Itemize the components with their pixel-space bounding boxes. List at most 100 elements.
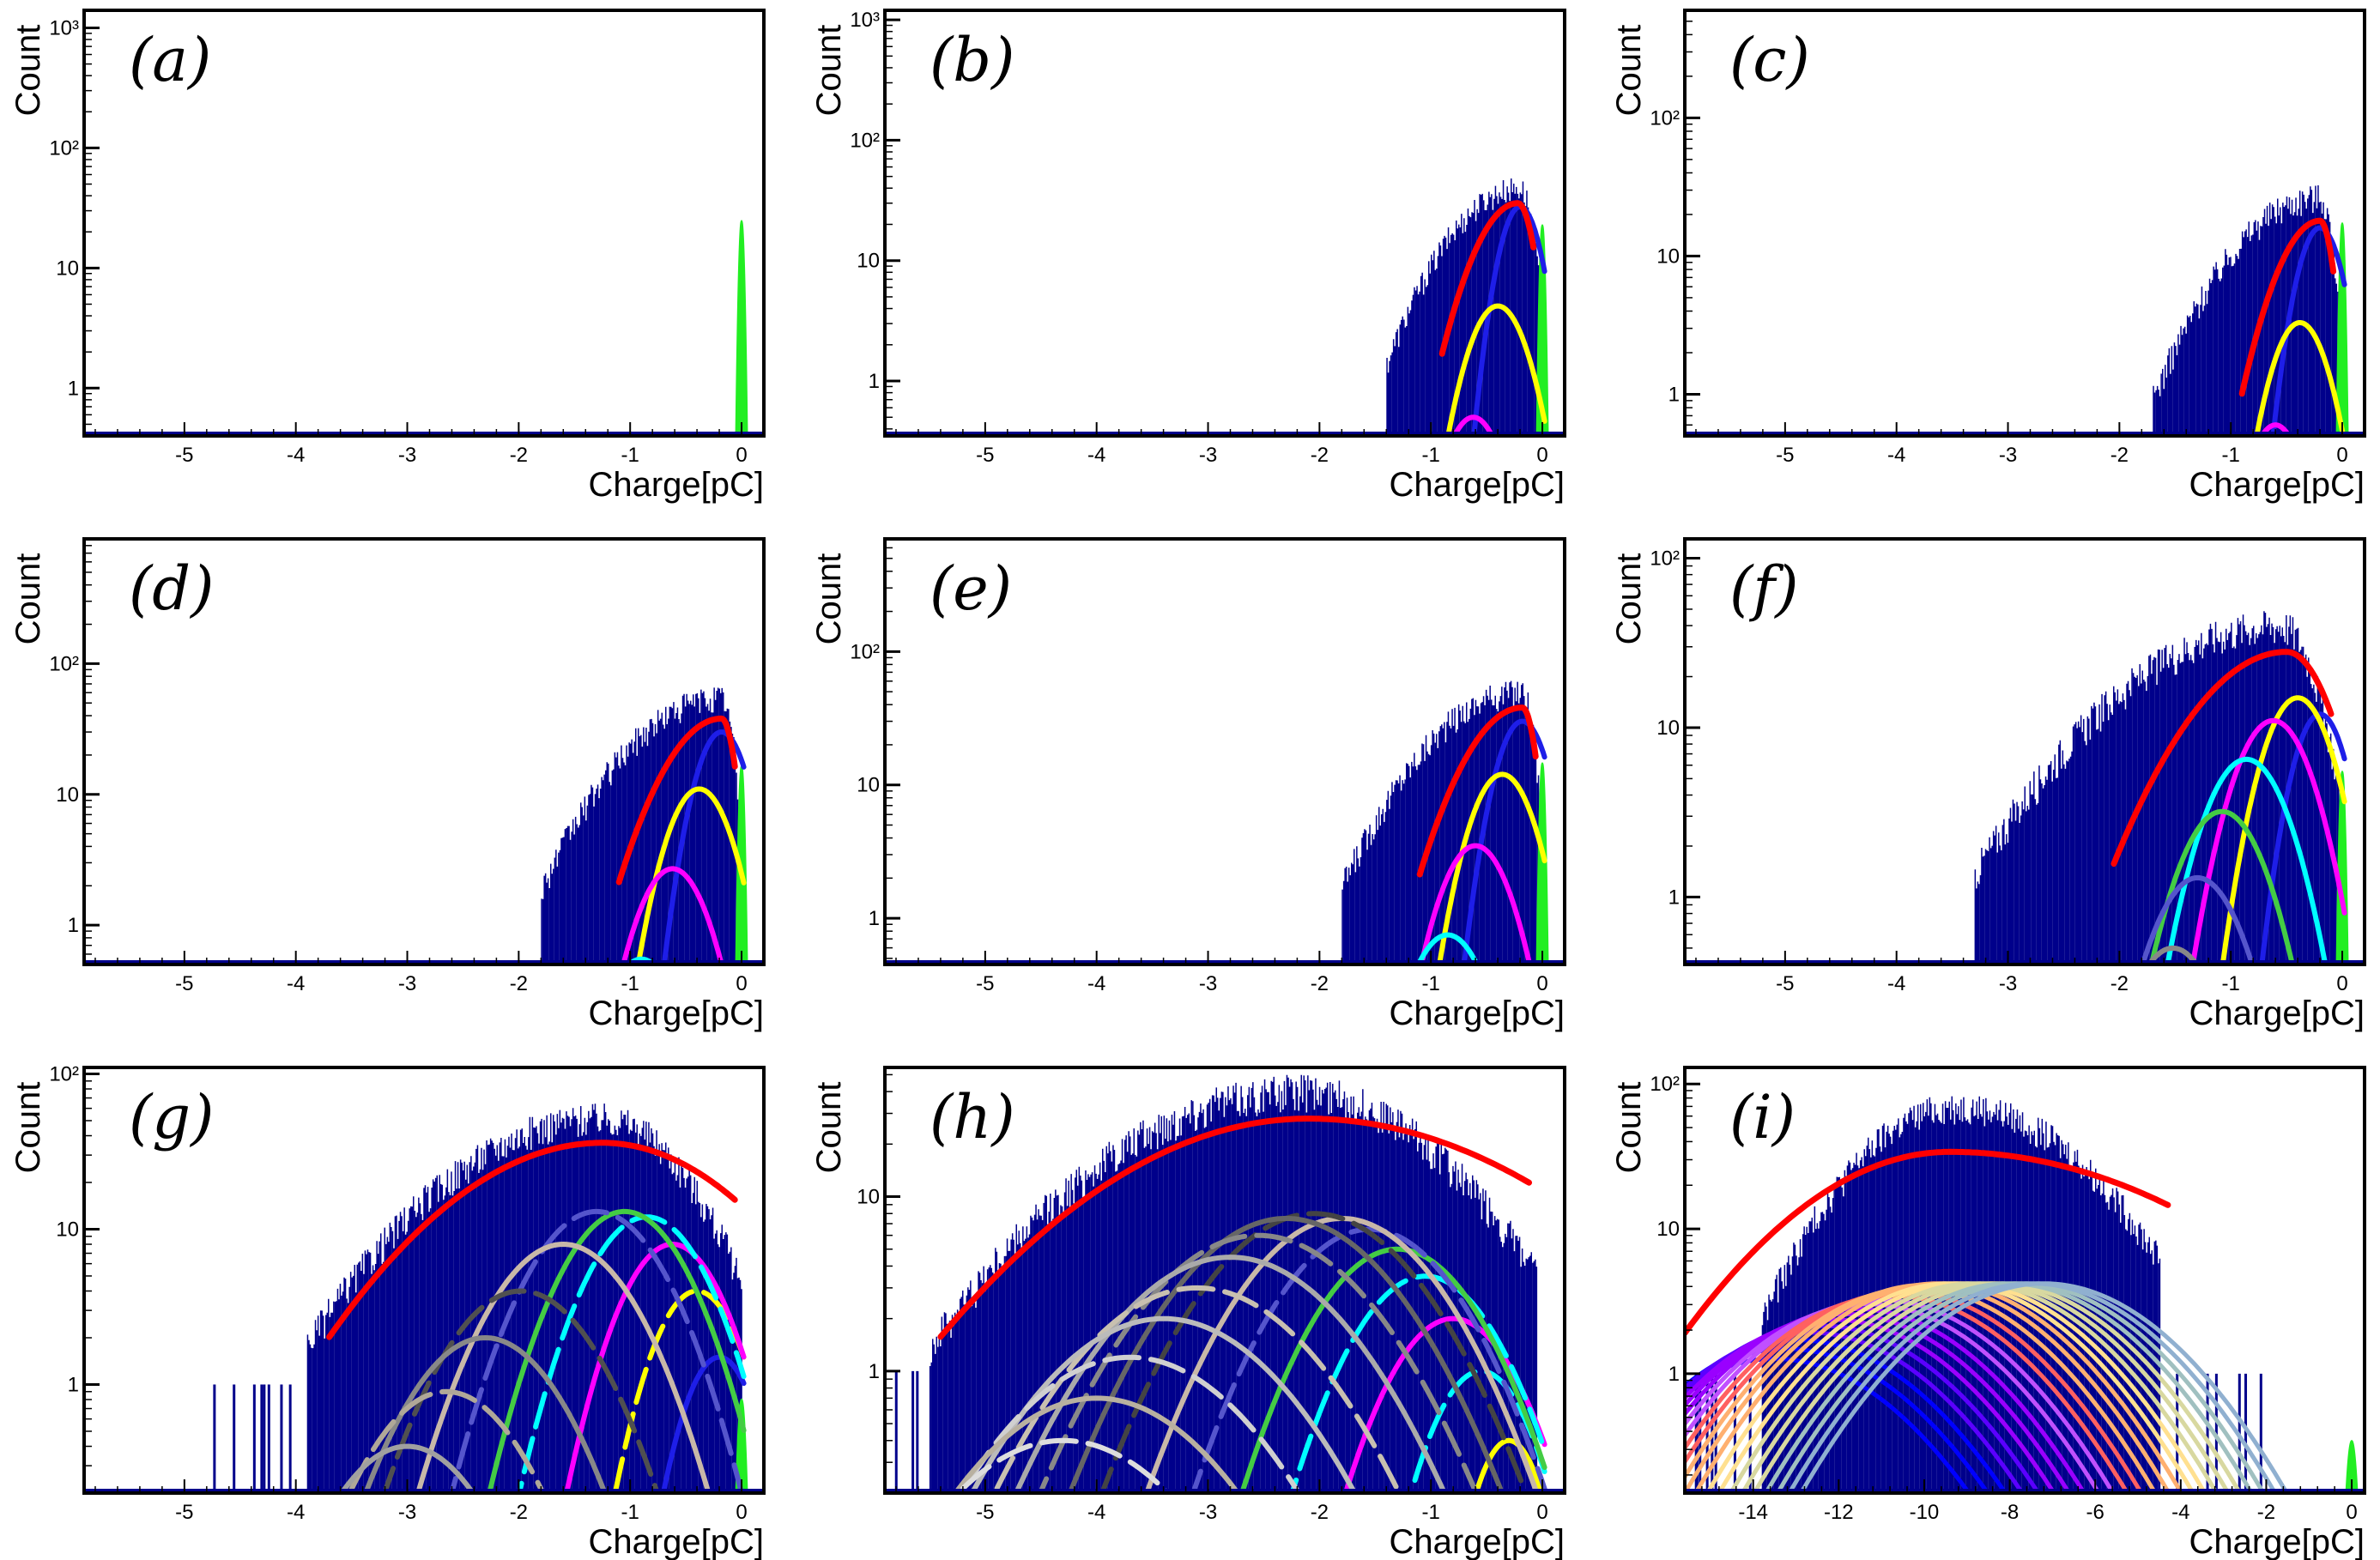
histogram-outlier-bin bbox=[849, 1371, 851, 1493]
x-tick-label: 0 bbox=[736, 1501, 747, 1524]
y-tick-label: 10 bbox=[56, 1218, 79, 1241]
histogram-bars bbox=[306, 1103, 742, 1493]
plot-frame bbox=[1683, 537, 2366, 966]
plot-area-b bbox=[1386, 178, 1549, 436]
component-curve bbox=[954, 1437, 1172, 1493]
x-tick-label: 0 bbox=[736, 444, 747, 467]
component-curve bbox=[621, 866, 724, 964]
histogram-bars bbox=[2153, 185, 2343, 436]
x-tick-label: -3 bbox=[1999, 444, 2017, 467]
panel-label: (h) bbox=[930, 1082, 1015, 1152]
plot-frame bbox=[1683, 1066, 2366, 1495]
component-curve bbox=[1471, 204, 1547, 436]
plot-area-a bbox=[735, 220, 748, 436]
y-axis-title: Count bbox=[9, 1082, 47, 1174]
y-tick-label: 10² bbox=[850, 640, 880, 663]
x-tick-label: -6 bbox=[2086, 1501, 2104, 1524]
x-tick-label: -4 bbox=[1887, 972, 1905, 995]
x-tick-label: 0 bbox=[736, 972, 747, 995]
x-tick-label: -2 bbox=[510, 444, 528, 467]
x-tick-label: -3 bbox=[398, 1501, 416, 1524]
plot-frame bbox=[82, 537, 766, 966]
x-tick-label: -4 bbox=[287, 444, 305, 467]
x-tick-label: -3 bbox=[398, 972, 416, 995]
component-curve bbox=[1408, 1368, 1547, 1493]
y-tick-label: 1 bbox=[1668, 1363, 1680, 1386]
y-tick-label: 10 bbox=[56, 783, 79, 807]
total-fit-curve bbox=[1438, 200, 1537, 357]
histogram-outlier-bin bbox=[252, 1384, 256, 1493]
histogram-outlier-bin bbox=[857, 1371, 859, 1493]
component-curve bbox=[2258, 422, 2292, 436]
histogram-bars bbox=[1341, 680, 1543, 964]
histogram-outlier-bin bbox=[2244, 1373, 2248, 1493]
x-tick-label: -12 bbox=[1824, 1501, 1854, 1524]
component-curve bbox=[1418, 843, 1533, 964]
y-tick-label: 1 bbox=[869, 370, 880, 393]
component-curve bbox=[347, 1388, 546, 1493]
total-fit-curve bbox=[2111, 649, 2335, 868]
histogram-outlier-bin bbox=[894, 1370, 898, 1493]
plot-area-g bbox=[213, 1103, 748, 1493]
component-curve bbox=[2259, 711, 2347, 964]
component-curve bbox=[1451, 414, 1495, 436]
x-tick-label: 0 bbox=[2336, 972, 2347, 995]
x-tick-label: -2 bbox=[2111, 972, 2129, 995]
total-fit-curve bbox=[326, 1140, 738, 1340]
y-tick-label: 10³ bbox=[850, 9, 880, 32]
x-tick-label: -4 bbox=[287, 1501, 305, 1524]
histogram-outlier-bin bbox=[911, 1370, 915, 1493]
component-curve bbox=[516, 1214, 747, 1493]
component-curve bbox=[1437, 771, 1547, 964]
histogram-outlier-bin bbox=[260, 1384, 263, 1493]
x-tick-label: -1 bbox=[621, 444, 639, 467]
component-curve bbox=[1445, 303, 1547, 436]
x-tick-label: -3 bbox=[1999, 972, 2017, 995]
x-axis-title: Charge[pC] bbox=[1389, 1523, 1565, 1560]
histogram-outlier-bin bbox=[864, 1371, 867, 1493]
x-tick-label: -3 bbox=[398, 444, 416, 467]
component-curve bbox=[1238, 1246, 1547, 1493]
x-tick-label: -10 bbox=[1910, 1501, 1940, 1524]
chart-panel-c: -5 -4 -3 -2 -1 0 1 10 10² Charge[pC] Count (c) bbox=[1610, 9, 2366, 504]
component-curve bbox=[1798, 1281, 2290, 1493]
y-axis-title: Count bbox=[1610, 25, 1648, 117]
x-tick-label: -14 bbox=[1738, 1501, 1768, 1524]
component-curve bbox=[2140, 874, 2256, 964]
x-tick-label: -5 bbox=[976, 444, 994, 467]
x-tick-label: -1 bbox=[621, 1501, 639, 1524]
y-tick-label: 10² bbox=[1650, 106, 1680, 130]
total-fit-curve bbox=[1416, 704, 1539, 878]
y-tick-label: 10³ bbox=[49, 16, 79, 39]
y-axis-title: Count bbox=[9, 553, 47, 645]
panel-label: (c) bbox=[1729, 25, 1810, 95]
histogram-bars bbox=[541, 687, 742, 964]
component-curve bbox=[338, 1443, 476, 1493]
chart-panel-i: -14 -12 -10 -8 -6 -4 -2 0 1 10 10² Charge[pC] Count (… bbox=[1610, 1066, 2366, 1560]
x-tick-label: -2 bbox=[1311, 444, 1329, 467]
component-curve bbox=[1067, 1215, 1505, 1493]
component-curve bbox=[449, 1208, 745, 1493]
histogram-bars bbox=[1974, 611, 2344, 964]
y-tick-label: 1 bbox=[68, 1373, 79, 1396]
component-curve bbox=[952, 1395, 1241, 1493]
y-tick-label: 10 bbox=[1656, 245, 1680, 268]
component-curve bbox=[1415, 932, 1481, 964]
x-axis-title: Charge[pC] bbox=[588, 995, 764, 1032]
x-tick-label: -4 bbox=[1087, 972, 1105, 995]
total-fit-curve bbox=[615, 715, 738, 886]
chart-panel-h: -5 -4 -3 -2 -1 0 1 10 Charge[pC] Count (h) bbox=[810, 1066, 1566, 1560]
x-tick-label: 0 bbox=[1536, 1501, 1547, 1524]
y-tick-label: 1 bbox=[68, 914, 79, 937]
y-axis-title: Count bbox=[9, 25, 47, 117]
panel-label: (f) bbox=[1729, 553, 1799, 624]
y-tick-label: 10 bbox=[857, 774, 880, 797]
y-tick-label: 10² bbox=[850, 129, 880, 152]
x-tick-label: -4 bbox=[1087, 1501, 1105, 1524]
component-curve bbox=[2165, 756, 2329, 964]
histogram-outlier-bin bbox=[233, 1384, 236, 1493]
histogram-outlier-bin bbox=[2259, 1373, 2262, 1493]
component-curve bbox=[415, 1241, 712, 1493]
y-tick-label: 1 bbox=[68, 377, 79, 400]
y-tick-label: 10 bbox=[1656, 717, 1680, 740]
